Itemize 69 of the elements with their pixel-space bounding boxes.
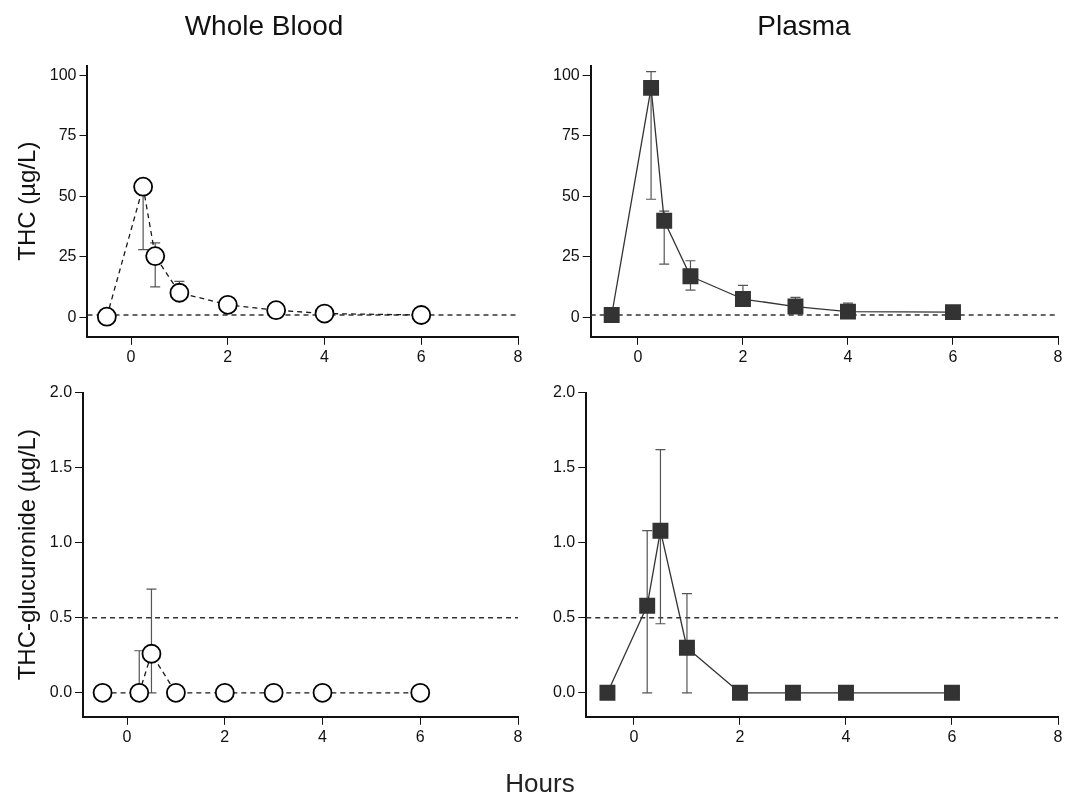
y-tick-label: 0.0 [49, 683, 73, 701]
y-tick-label: 50 [561, 186, 580, 204]
point [96, 306, 117, 327]
x-tick-label: 8 [513, 347, 523, 365]
point [840, 303, 856, 320]
x-tick-label: 6 [947, 727, 957, 745]
x-tick-label: 4 [843, 347, 853, 365]
y-tick-label: 1.5 [552, 458, 576, 476]
y-tick-label: 25 [58, 247, 77, 265]
x-tick-label: 8 [513, 727, 523, 745]
point [266, 300, 287, 321]
y-tick-label: 2.0 [552, 383, 576, 401]
x-tick-label: 6 [416, 347, 426, 365]
x-tick-label: 4 [841, 727, 851, 745]
x-tick-label: 2 [735, 727, 745, 745]
point [787, 298, 804, 315]
point [945, 304, 961, 321]
y-axis-title: THC (µg/L) [13, 141, 41, 261]
point [603, 307, 620, 323]
point [785, 684, 801, 701]
x-tick-label: 0 [633, 347, 643, 365]
y-tick-label: 50 [58, 186, 77, 204]
x-tick-label: 2 [223, 347, 233, 365]
y-tick-label: 0 [570, 307, 580, 325]
x-tick-label: 2 [220, 727, 230, 745]
point [652, 522, 669, 539]
y-tick-label: 25 [561, 247, 580, 265]
y-tick-label: 100 [552, 65, 580, 83]
point [731, 684, 748, 701]
y-tick-label: 0 [67, 307, 77, 325]
point [145, 246, 166, 267]
point [314, 303, 335, 324]
x-tick-label: 8 [1053, 727, 1063, 745]
point [838, 684, 854, 701]
x-axis-title: Hours [504, 768, 576, 799]
point [643, 79, 660, 96]
y-tick-label: 0.5 [49, 608, 73, 626]
x-tick-label: 6 [415, 727, 425, 745]
point [639, 597, 656, 614]
point [217, 294, 238, 315]
y-axis-title: THC-glucuronide (µg/L) [13, 429, 41, 681]
y-tick-label: 100 [49, 65, 77, 83]
y-tick-label: 1.0 [552, 533, 576, 551]
x-tick-label: 0 [629, 727, 639, 745]
y-tick-label: 1.0 [49, 533, 73, 551]
y-tick-label: 75 [58, 126, 77, 144]
x-tick-label: 6 [948, 347, 958, 365]
x-tick-label: 0 [122, 727, 132, 745]
point [411, 305, 432, 325]
x-tick-label: 0 [126, 347, 136, 365]
point [734, 291, 751, 307]
y-tick-label: 2.0 [49, 383, 73, 401]
point [599, 684, 616, 701]
x-tick-label: 4 [318, 727, 328, 745]
y-tick-label: 75 [561, 126, 580, 144]
x-tick-label: 4 [320, 347, 330, 365]
y-tick-label: 0.5 [552, 608, 576, 626]
point [656, 212, 673, 229]
y-tick-label: 1.5 [49, 458, 73, 476]
chart-title: Whole Blood [184, 9, 344, 41]
y-tick-label: 0.0 [552, 683, 576, 701]
point [678, 639, 695, 656]
x-tick-label: 8 [1053, 347, 1063, 365]
x-tick-label: 2 [738, 347, 748, 365]
point [133, 176, 154, 197]
point [169, 282, 190, 303]
chart-title: Plasma [757, 9, 852, 41]
point [682, 268, 699, 285]
point [944, 684, 960, 701]
